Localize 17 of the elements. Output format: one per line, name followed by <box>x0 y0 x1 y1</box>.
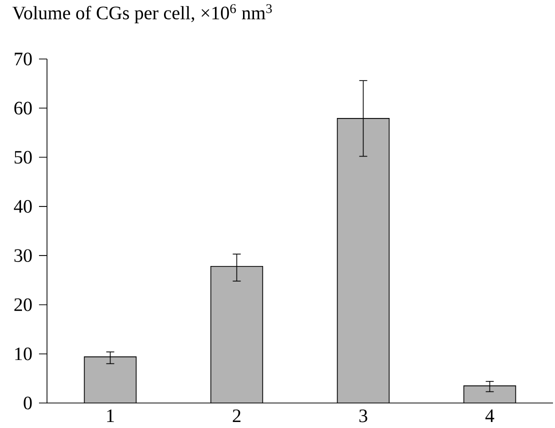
bar <box>463 385 516 403</box>
bar <box>84 356 136 403</box>
x-tick-label: 2 <box>232 410 240 422</box>
bar <box>210 266 263 403</box>
y-tick-label: 10 <box>15 347 32 360</box>
y-tick-label: 0 <box>24 396 32 410</box>
y-tick-label: 70 <box>14 52 32 66</box>
y-tick-label: 60 <box>14 102 32 115</box>
bar <box>337 118 390 403</box>
y-tick-label: 30 <box>14 249 32 262</box>
y-axis-title: Volume of CGs per cell, ×10$^{6}$ nm$^{3}$ <box>12 4 272 24</box>
y-tick-label: 50 <box>14 150 32 164</box>
x-tick-label: 4 <box>485 410 494 422</box>
y-tick-label: 40 <box>14 200 32 213</box>
x-tick-label: 1 <box>107 410 114 422</box>
y-tick-label: 20 <box>14 298 32 312</box>
x-tick-label: 3 <box>359 410 368 422</box>
